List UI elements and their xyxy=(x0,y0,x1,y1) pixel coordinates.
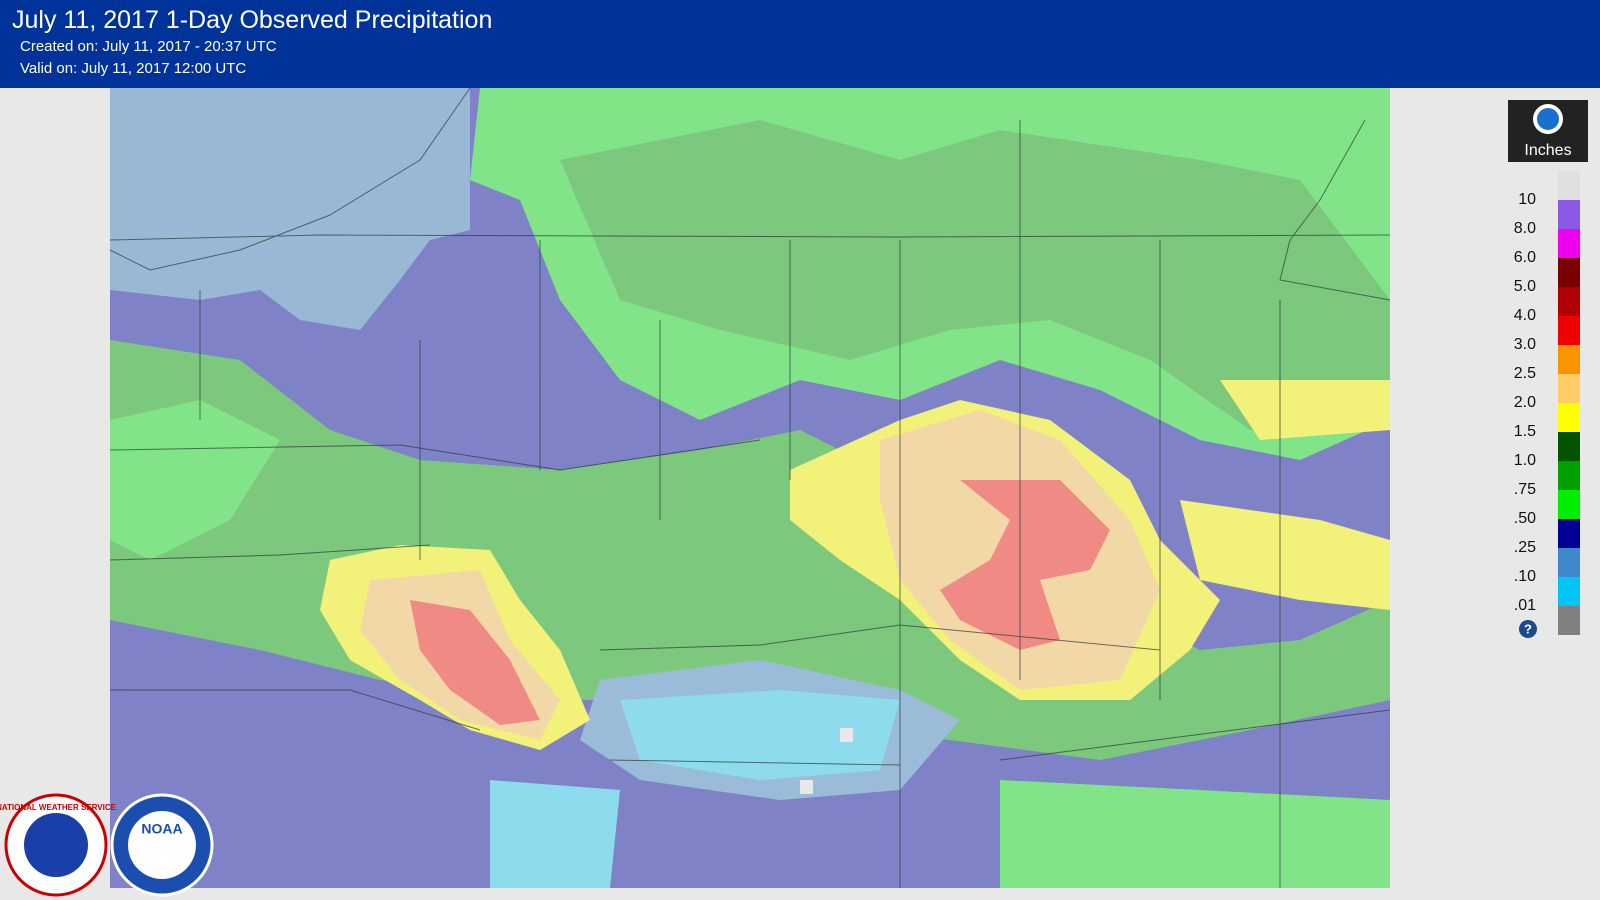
legend-label: 2.0 xyxy=(1514,394,1536,411)
legend-label: .75 xyxy=(1514,481,1536,498)
legend-label: 5.0 xyxy=(1514,278,1536,295)
legend-swatch xyxy=(1558,461,1580,490)
legend-swatch xyxy=(1558,200,1580,229)
legend-label: 3.0 xyxy=(1514,336,1536,353)
nws-logo-text: NATIONAL WEATHER SERVICE xyxy=(0,803,117,812)
legend-swatch xyxy=(1558,374,1580,403)
legend-title: Inches xyxy=(1524,142,1571,159)
legend-label: 4.0 xyxy=(1514,307,1536,324)
svg-text:?: ? xyxy=(1524,621,1532,636)
legend-swatch xyxy=(1558,432,1580,461)
created-on: Created on: July 11, 2017 - 20:37 UTC xyxy=(20,38,277,55)
legend-swatch xyxy=(1558,287,1580,316)
legend-swatch xyxy=(1558,519,1580,548)
logos: NATIONAL WEATHER SERVICE NOAA xyxy=(0,793,214,897)
legend-label: 8.0 xyxy=(1514,220,1536,237)
legend: Inches ? 10 8.0 6.0 5.0 4.0 3.0 2.5 2.0 1.5 1.0 .7… xyxy=(1508,100,1588,638)
legend-swatch xyxy=(1558,548,1580,577)
help-button[interactable] xyxy=(1519,620,1537,638)
legend-label: 2.5 xyxy=(1514,365,1536,382)
legend-label: .01 xyxy=(1514,597,1536,614)
legend-label: .25 xyxy=(1514,539,1536,556)
legend-swatch xyxy=(1558,258,1580,287)
legend-swatch xyxy=(1558,229,1580,258)
noaa-logo-text: NOAA xyxy=(141,821,182,837)
legend-swatch xyxy=(1558,490,1580,519)
legend-label: 6.0 xyxy=(1514,249,1536,266)
legend-swatch-top xyxy=(1558,171,1580,200)
legend-swatch xyxy=(1558,403,1580,432)
precip-map xyxy=(109,87,1391,888)
legend-swatch xyxy=(1558,316,1580,345)
header: July 11, 2017 1-Day Observed Precipitati… xyxy=(0,0,1600,88)
legend-label: .50 xyxy=(1514,510,1536,527)
legend-label: 1.0 xyxy=(1514,452,1536,469)
title: July 11, 2017 1-Day Observed Precipitati… xyxy=(12,6,493,34)
legend-swatch xyxy=(1558,345,1580,374)
legend-label: 10 xyxy=(1518,191,1536,208)
legend-swatch xyxy=(1558,577,1580,606)
legend-label: .10 xyxy=(1514,568,1536,585)
valid-on: Valid on: July 11, 2017 12:00 UTC xyxy=(20,60,247,77)
legend-swatch xyxy=(1558,606,1580,635)
legend-label: 1.5 xyxy=(1514,423,1536,440)
